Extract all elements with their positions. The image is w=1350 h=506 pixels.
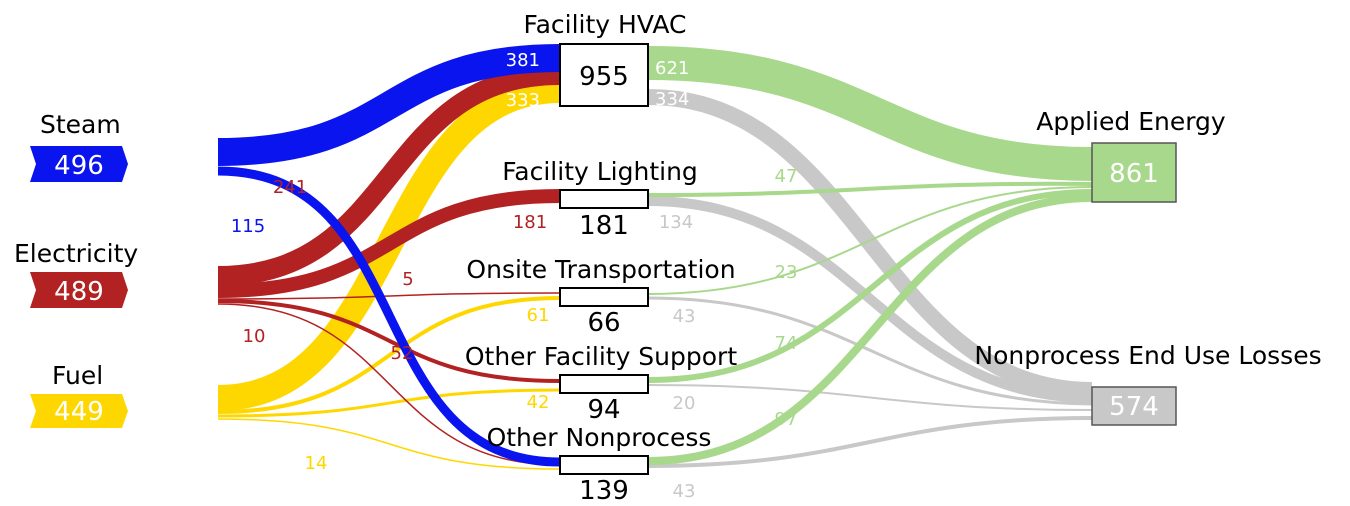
flow-elec-hvac [217, 65, 561, 286]
node-losses: 574 Nonprocess End Use Losses [974, 341, 1322, 426]
applied-label: Applied Energy [1036, 107, 1226, 136]
label-elec-lighting: 181 [513, 212, 547, 233]
flow-support-losses [647, 384, 1093, 411]
label-support-applied: 74 [775, 333, 798, 354]
flow-lighting-applied [647, 181, 1093, 197]
lighting-value: 181 [579, 211, 629, 241]
flow-fuel-nonprocess [217, 418, 561, 470]
flow-labels: 381 241 333 115 181 5 52 10 61 42 14 621… [231, 50, 798, 502]
label-fuel-transport: 61 [527, 305, 550, 326]
flow-hvac-losses [647, 89, 1093, 398]
flow-transport-applied [647, 186, 1093, 295]
label-transport-applied: 23 [775, 262, 798, 283]
flow-nonprocess-applied [647, 194, 1093, 465]
flow-transport-losses [647, 296, 1093, 406]
support-value: 94 [587, 395, 620, 425]
losses-label: Nonprocess End Use Losses [974, 341, 1321, 370]
label-hvac-losses: 334 [655, 89, 689, 110]
hvac-box [559, 43, 649, 107]
node-applied: 861 Applied Energy [1036, 107, 1226, 203]
losses-value: 574 [1109, 392, 1159, 422]
label-elec-nonprocess: 10 [243, 326, 266, 347]
label-nonprocess-applied: 97 [775, 409, 798, 430]
flow-steam-hvac [217, 44, 561, 166]
flow-hvac-applied [647, 46, 1093, 181]
source-steam: 496 Steam [30, 110, 128, 182]
flow-fuel-support [217, 388, 561, 418]
node-hvac: 955 Facility HVAC [524, 10, 687, 107]
steam-label: Steam [40, 110, 121, 139]
label-elec-support: 52 [391, 343, 414, 364]
flow-fuel-transport [217, 296, 561, 414]
nonprocess-box [559, 455, 649, 475]
flows-from-sources [217, 44, 561, 470]
lighting-box [559, 189, 649, 209]
transport-box [559, 287, 649, 307]
label-hvac-applied: 621 [655, 58, 689, 79]
applied-box [1091, 142, 1177, 203]
fuel-node [30, 394, 128, 428]
electricity-value: 489 [54, 277, 104, 307]
label-lighting-losses: 134 [659, 212, 693, 233]
electricity-label: Electricity [14, 239, 138, 268]
label-elec-transport: 5 [402, 269, 413, 290]
transport-value: 66 [587, 308, 620, 338]
flow-lighting-losses [647, 196, 1093, 403]
support-label: Other Facility Support [465, 342, 737, 371]
node-support: 94 Other Facility Support [465, 342, 737, 425]
flow-support-applied [647, 189, 1093, 383]
node-nonprocess: 139 Other Nonprocess [487, 423, 712, 506]
hvac-label: Facility HVAC [524, 10, 687, 39]
label-fuel-hvac: 333 [506, 90, 540, 111]
lighting-label: Facility Lighting [502, 157, 698, 186]
fuel-label: Fuel [52, 361, 103, 390]
label-lighting-applied: 47 [775, 166, 798, 187]
applied-value: 861 [1109, 159, 1159, 189]
flow-elec-support [217, 299, 561, 383]
flow-elec-nonprocess [217, 303, 561, 466]
flow-elec-lighting [217, 189, 561, 298]
transport-label: Onsite Transportation [466, 255, 735, 284]
hvac-value: 955 [579, 62, 629, 92]
node-transport: 66 Onsite Transportation [466, 255, 735, 338]
node-lighting: 181 Facility Lighting [502, 157, 698, 241]
label-nonprocess-losses: 43 [673, 481, 696, 502]
fuel-value: 449 [54, 397, 104, 427]
nonprocess-label: Other Nonprocess [487, 423, 712, 452]
label-transport-losses: 43 [673, 306, 696, 327]
flows-to-sinks [647, 46, 1093, 468]
steam-value: 496 [54, 151, 104, 181]
support-box [559, 374, 649, 394]
flow-steam-nonprocess [217, 166, 561, 467]
electricity-node [30, 272, 128, 308]
source-fuel: 449 Fuel [30, 361, 128, 428]
losses-box [1091, 386, 1177, 426]
flow-elec-transport [217, 292, 561, 300]
label-elec-hvac: 241 [273, 177, 307, 198]
nonprocess-value: 139 [579, 476, 629, 506]
flow-nonprocess-losses [647, 416, 1093, 468]
label-steam-nonprocess: 115 [231, 216, 265, 237]
label-steam-hvac: 381 [506, 50, 540, 71]
label-support-losses: 20 [673, 393, 696, 414]
label-fuel-support: 42 [527, 392, 550, 413]
steam-node [30, 146, 128, 182]
label-fuel-nonprocess: 14 [305, 453, 328, 474]
source-electricity: 489 Electricity [14, 239, 138, 308]
